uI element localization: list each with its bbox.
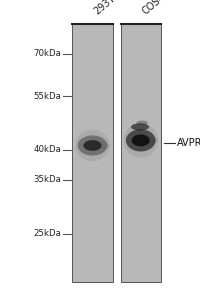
Ellipse shape bbox=[123, 123, 157, 158]
Ellipse shape bbox=[83, 140, 101, 151]
Ellipse shape bbox=[136, 121, 147, 125]
FancyBboxPatch shape bbox=[120, 24, 160, 282]
Ellipse shape bbox=[77, 135, 107, 156]
Ellipse shape bbox=[75, 130, 109, 161]
Ellipse shape bbox=[142, 136, 157, 144]
Text: 55kDa: 55kDa bbox=[33, 92, 61, 100]
Text: AVPR2: AVPR2 bbox=[176, 137, 200, 148]
Text: 70kDa: 70kDa bbox=[33, 50, 61, 58]
Text: COS-1: COS-1 bbox=[140, 0, 169, 16]
Ellipse shape bbox=[131, 134, 149, 146]
Text: 40kDa: 40kDa bbox=[33, 146, 61, 154]
Ellipse shape bbox=[125, 129, 155, 152]
Ellipse shape bbox=[130, 123, 148, 130]
Ellipse shape bbox=[94, 142, 109, 149]
Text: 35kDa: 35kDa bbox=[33, 176, 61, 184]
FancyBboxPatch shape bbox=[72, 24, 112, 282]
Text: 25kDa: 25kDa bbox=[33, 230, 61, 238]
Text: 293T: 293T bbox=[92, 0, 117, 16]
